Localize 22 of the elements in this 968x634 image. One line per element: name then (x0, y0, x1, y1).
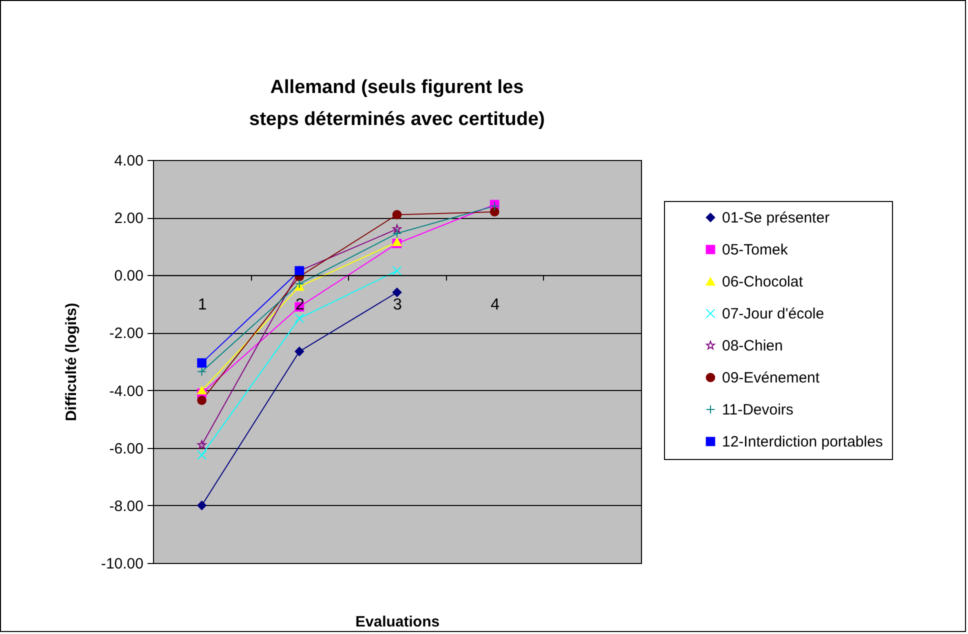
legend-label: 05-Tomek (722, 242, 788, 258)
x-axis-title: Evaluations (355, 614, 440, 630)
legend-label: 06-Chocolat (722, 274, 804, 290)
legend-label: 11-Devoirs (722, 402, 794, 418)
y-tick-label: 2.00 (114, 210, 144, 228)
x-tick-label: 4 (490, 296, 500, 314)
y-tick-label: 0.00 (114, 268, 144, 285)
y-tick-label: -6.00 (109, 440, 144, 458)
x-tick-label: 1 (198, 296, 207, 314)
x-tick-label: 3 (393, 296, 402, 314)
y-tick-label: 4.00 (114, 152, 144, 170)
y-tick-label: -10.00 (100, 556, 144, 572)
y-tick-label: -2.00 (109, 325, 144, 342)
y-axis-title: Difficulté (logits) (62, 302, 80, 422)
legend-label: 08-Chien (722, 338, 783, 354)
legend-label: 07-Jour d'école (722, 306, 824, 322)
y-tick-label: -8.00 (109, 498, 144, 515)
legend-label: 12-Interdiction portables (722, 434, 883, 450)
legend-label: 01-Se présenter (722, 210, 830, 226)
legend-label: 09-Evénement (722, 370, 820, 386)
chart-title: Allemand (seuls figurent les steps déterminés avec certitude) (249, 77, 545, 130)
y-tick-label: -4.00 (109, 382, 144, 400)
